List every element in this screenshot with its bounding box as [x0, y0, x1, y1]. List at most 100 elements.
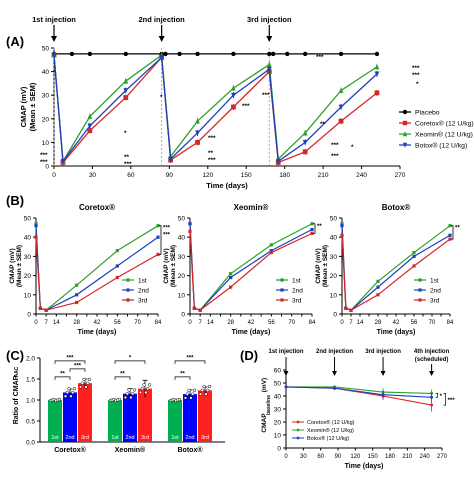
x-tick-label: 270: [437, 454, 448, 460]
data-dot: [191, 392, 195, 396]
x-tick-label: 28: [227, 320, 234, 326]
significance-marker: ***: [412, 65, 420, 72]
data-dot: [57, 397, 62, 402]
injection-arrowhead: [51, 36, 57, 42]
data-point: [376, 293, 380, 297]
data-point: [310, 227, 314, 232]
data-point: [430, 395, 434, 399]
bar: [198, 390, 212, 442]
y-tick-label: 20: [330, 273, 338, 280]
x-tick-label: 150: [241, 172, 252, 179]
x-tick-label: 30: [300, 454, 307, 460]
significance-marker: **: [124, 154, 130, 161]
data-dot: [185, 392, 189, 396]
significance-bracket: [313, 223, 316, 234]
data-point: [188, 222, 192, 226]
significance-bracket: [114, 376, 131, 380]
data-point: [126, 278, 130, 282]
data-point: [269, 250, 273, 255]
data-point: [402, 131, 408, 137]
series-line-xeomin: [286, 386, 432, 394]
injection-label: 3rd injection: [365, 349, 401, 355]
data-point: [123, 95, 129, 100]
data-point: [338, 104, 344, 110]
x-tick-label: 42: [393, 320, 400, 326]
data-point: [374, 51, 380, 57]
data-point: [284, 385, 288, 389]
legend-label-botox: Botox® (12 U/kg): [307, 435, 349, 442]
y-tick-label: 40: [24, 235, 32, 242]
panel-letter-c: (C): [6, 348, 24, 363]
y-tick-label: 0.0: [26, 440, 35, 447]
data-point: [231, 104, 236, 110]
data-point: [115, 249, 119, 253]
data-point: [430, 403, 434, 407]
series-line-third: [189, 231, 313, 311]
x-tick-label: 7: [349, 320, 353, 326]
injection-label: 2nd injection: [316, 349, 353, 355]
data-point: [38, 306, 42, 310]
x-tick-label: 7: [44, 320, 48, 326]
x-tick-label: 30: [89, 172, 97, 179]
significance-marker: **: [455, 226, 460, 232]
x-tick-label: 60: [127, 172, 135, 179]
bar-label: 2nd: [185, 435, 194, 441]
data-point: [280, 288, 284, 292]
significance-marker: ***: [242, 103, 250, 110]
data-point: [156, 252, 160, 257]
x-tick-label: 120: [350, 454, 361, 460]
data-dot: [82, 377, 86, 382]
data-point: [123, 51, 128, 57]
y-axis-label-sub: baseline: [266, 395, 272, 415]
data-point: [156, 235, 160, 239]
panel-letter-b: (B): [6, 193, 24, 208]
y-tick-label: 20: [274, 420, 282, 427]
y-tick-label: 0: [45, 164, 49, 171]
data-point: [229, 272, 233, 276]
data-point: [310, 231, 314, 235]
significance-marker: ***: [262, 92, 270, 99]
data-dot: [187, 388, 191, 392]
data-dot: [200, 388, 204, 392]
subpanel-title: Coretox®: [79, 203, 115, 212]
injection-arrowhead: [332, 371, 338, 376]
data-point: [198, 308, 202, 312]
data-point: [34, 224, 38, 228]
data-point: [69, 51, 75, 57]
x-tick-label: 180: [385, 454, 396, 460]
data-point: [126, 298, 130, 302]
x-axis-label: Time (days): [206, 181, 248, 190]
x-tick-label: 56: [268, 320, 275, 326]
y-axis-label-sub: AAC: [14, 366, 20, 377]
data-point: [87, 51, 93, 57]
data-point: [374, 90, 380, 96]
x-tick-label: 0: [284, 454, 288, 460]
x-tick-label: 14: [53, 320, 60, 326]
legend-label: 3rd: [430, 298, 440, 305]
data-point: [448, 237, 452, 241]
x-tick-label: 210: [402, 454, 413, 460]
panel-letter-a: (A): [6, 34, 24, 49]
data-point: [280, 298, 284, 302]
x-axis-label: Time (days): [345, 463, 384, 470]
x-tick-label: 240: [356, 172, 367, 179]
legend-label: 1st: [138, 278, 147, 285]
y-tick-label: 30: [178, 254, 186, 261]
data-point: [267, 51, 272, 57]
data-dot: [138, 390, 143, 395]
significance-marker: **: [120, 371, 125, 377]
group-label: Xeomin®: [115, 446, 146, 454]
y-tick-label: 0: [181, 312, 185, 319]
y-tick-label: 10: [330, 292, 338, 299]
x-tick-label: 70: [429, 320, 436, 326]
data-point: [269, 249, 273, 253]
significance-marker: *: [440, 394, 443, 400]
legend-label-coretox: Coretox® (12 U/kg): [307, 419, 355, 426]
data-point: [402, 120, 408, 126]
data-point: [302, 130, 308, 136]
bar: [123, 393, 137, 442]
significance-marker: ***: [40, 152, 48, 159]
data-point: [266, 61, 272, 67]
data-point: [156, 224, 160, 228]
